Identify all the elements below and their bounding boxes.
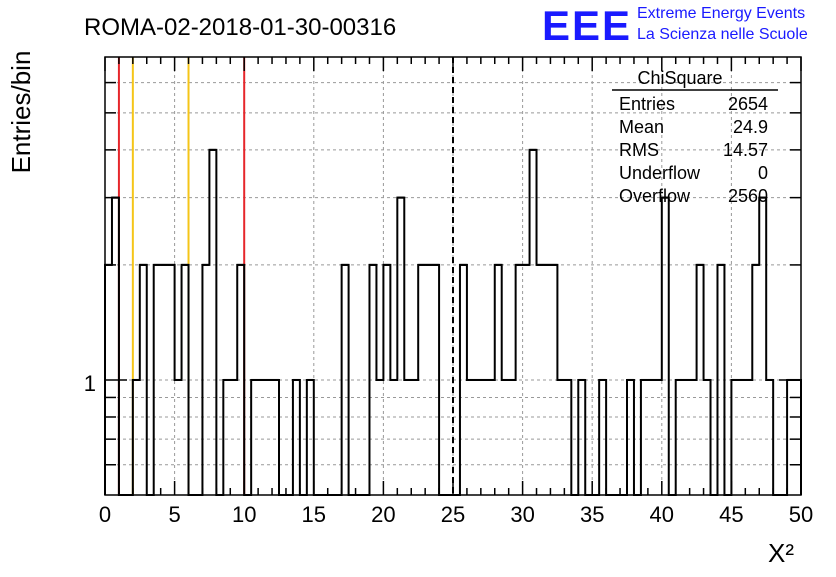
logo-mark: EEE bbox=[542, 2, 632, 49]
reference-lines bbox=[117, 57, 454, 495]
x-tick-label: 40 bbox=[650, 502, 674, 527]
stats-label-mean: Mean bbox=[619, 117, 664, 137]
stats-label-overflow: Overflow bbox=[619, 186, 691, 206]
stats-value-entries: 2654 bbox=[728, 94, 768, 114]
x-tick-label: 45 bbox=[719, 502, 743, 527]
eee-logo: EEE Extreme Energy Events La Scienza nel… bbox=[542, 2, 808, 49]
stats-value-overflow: 2560 bbox=[728, 186, 768, 206]
x-tick-label: 0 bbox=[99, 502, 111, 527]
x-axis-label: X² bbox=[768, 538, 794, 568]
stats-title: ChiSquare bbox=[637, 68, 722, 88]
stats-label-underflow: Underflow bbox=[619, 163, 701, 183]
y-axis-label: Entries/bin bbox=[6, 51, 36, 174]
stats-value-rms: 14.57 bbox=[723, 140, 768, 160]
x-tick-label: 30 bbox=[510, 502, 534, 527]
stats-label-rms: RMS bbox=[619, 140, 659, 160]
logo-line2: La Scienza nelle Scuole bbox=[637, 26, 808, 43]
logo-line1: Extreme Energy Events bbox=[637, 5, 805, 22]
stats-label-entries: Entries bbox=[619, 94, 675, 114]
x-tick-label: 20 bbox=[371, 502, 395, 527]
stats-value-mean: 24.9 bbox=[733, 117, 768, 137]
x-tick-label: 5 bbox=[168, 502, 180, 527]
x-tick-label: 10 bbox=[232, 502, 256, 527]
x-tick-label: 15 bbox=[302, 502, 326, 527]
plot-frame bbox=[104, 56, 802, 496]
x-tick-label: 25 bbox=[441, 502, 465, 527]
y-tick-label: 1 bbox=[84, 371, 96, 396]
x-tick-label: 50 bbox=[789, 502, 813, 527]
x-tick-labels: 0 5 10 15 20 25 30 35 40 45 50 bbox=[99, 502, 813, 527]
stats-box: ChiSquare Entries 2654 Mean 24.9 RMS 14.… bbox=[612, 68, 778, 206]
chart-title: ROMA-02-2018-01-30-00316 bbox=[84, 14, 396, 41]
x-tick-label: 35 bbox=[580, 502, 604, 527]
stats-value-underflow: 0 bbox=[758, 163, 768, 183]
